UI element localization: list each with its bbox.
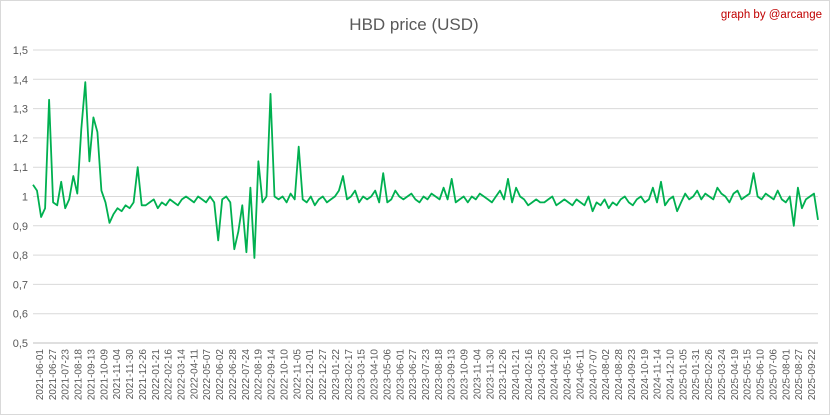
x-tick-label: 2023-11-04 (472, 349, 483, 400)
x-tick-label: 2024-06-11 (575, 349, 586, 400)
x-tick-label: 2025-04-19 (730, 349, 741, 401)
x-tick-label: 2025-08-01 (781, 349, 792, 401)
x-axis: 2021-06-01 2021-06-27 2021-07-23 2021-08-18… (33, 342, 818, 401)
x-tick-label: 2023-04-10 (370, 349, 381, 401)
x-tick-label: 2025-02-26 (704, 349, 715, 401)
y-tick-label: 0,7 (13, 279, 28, 291)
x-tick-label: 2021-10-09 (99, 349, 110, 401)
y-tick-label: 0,8 (13, 250, 28, 262)
x-tick-label: 2023-06-27 (408, 349, 419, 401)
y-axis-tick-labels: 0,5 0,6 0,7 0,8 0,9 1 1,1 1,2 1,3 1,4 1,5 (13, 45, 28, 350)
x-tick-label: 2023-01-22 (331, 349, 342, 401)
x-tick-label: 2024-08-02 (601, 349, 612, 401)
x-tick-label: 2023-02-17 (344, 349, 355, 401)
x-tick-label: 2024-12-10 (666, 349, 677, 401)
x-tick-label: 2025-01-05 (678, 349, 689, 401)
y-tick-label: 1,1 (13, 162, 28, 174)
y-tick-label: 1,2 (13, 133, 28, 145)
x-tick-label: 2025-09-22 (807, 349, 818, 401)
x-tick-label: 2025-03-24 (717, 349, 728, 401)
x-tick-label: 2022-07-24 (241, 349, 252, 401)
x-tick-label: 2023-05-06 (382, 349, 393, 401)
x-tick-label: 2023-12-26 (498, 349, 509, 401)
x-tick-label: 2022-09-14 (267, 349, 278, 401)
x-tick-label: 2022-05-07 (202, 349, 213, 401)
x-tick-label: 2024-08-28 (614, 349, 625, 401)
y-tick-label: 1,5 (13, 45, 28, 57)
x-tick-label: 2023-06-01 (395, 349, 406, 401)
x-tick-label: 2024-07-07 (588, 349, 599, 401)
x-tick-label: 2024-11-14 (653, 349, 664, 400)
x-tick-label: 2022-10-10 (279, 349, 290, 401)
series-line-layer (32, 81, 819, 259)
chart-credit: graph by @arcange (721, 9, 822, 21)
x-tick-label: 2021-06-27 (48, 349, 59, 401)
x-tick-label: 2023-10-09 (460, 349, 471, 401)
x-tick-label: 2023-03-15 (357, 349, 368, 401)
x-tick-label: 2022-12-27 (318, 349, 329, 401)
x-tick-label: 2023-08-18 (434, 349, 445, 401)
x-tick-label: 2021-11-30 (125, 349, 136, 400)
x-tick-label: 2022-11-05 (292, 349, 303, 400)
chart-title: HBD price (USD) (349, 15, 478, 34)
x-tick-label: 2024-05-16 (563, 349, 574, 401)
x-tick-label: 2023-11-30 (485, 349, 496, 400)
x-tick-label: 2022-03-14 (176, 349, 187, 401)
x-tick-label: 2024-10-19 (640, 349, 651, 401)
x-tick-label: 2022-08-19 (254, 349, 265, 401)
x-tick-label: 2022-12-01 (305, 349, 316, 401)
y-tick-label: 1 (22, 192, 28, 204)
x-tick-label: 2023-07-23 (421, 349, 432, 401)
x-tick-label: 2022-02-16 (164, 349, 175, 401)
y-tick-label: 1,4 (13, 74, 28, 86)
x-tick-label: 2021-09-13 (86, 349, 97, 401)
x-tick-label: 2021-08-18 (74, 349, 85, 401)
x-tick-label: 2025-07-06 (768, 349, 779, 401)
x-tick-label: 2023-09-13 (447, 349, 458, 401)
x-tick-label: 2025-08-27 (794, 349, 805, 401)
x-tick-label: 2024-03-25 (537, 349, 548, 401)
y-tick-label: 0,9 (13, 221, 28, 233)
y-tick-label: 0,6 (13, 309, 28, 321)
y-tick-label: 1,3 (13, 104, 28, 116)
x-tick-label: 2021-12-26 (138, 349, 149, 401)
x-tick-label: 2022-04-11 (189, 349, 200, 400)
x-tick-label: 2025-01-31 (691, 349, 702, 401)
x-tick-label: 2024-01-21 (511, 349, 522, 401)
series-line-hbd-price (32, 81, 819, 259)
x-tick-label: 2025-06-10 (756, 349, 767, 401)
x-tick-label: 2021-07-23 (61, 349, 72, 401)
x-tick-label: 2025-05-15 (743, 349, 754, 401)
x-tick-label: 2022-06-02 (215, 349, 226, 401)
x-tick-label: 2022-06-28 (228, 349, 239, 401)
x-tick-label: 2024-02-16 (524, 349, 535, 401)
x-tick-label: 2024-09-23 (627, 349, 638, 401)
y-tick-label: 0,5 (13, 338, 28, 350)
x-tick-label: 2022-01-21 (151, 349, 162, 401)
x-tick-label: 2021-11-04 (112, 349, 123, 400)
x-tick-label: 2024-04-20 (550, 349, 561, 401)
x-tick-label: 2021-06-01 (35, 349, 46, 401)
